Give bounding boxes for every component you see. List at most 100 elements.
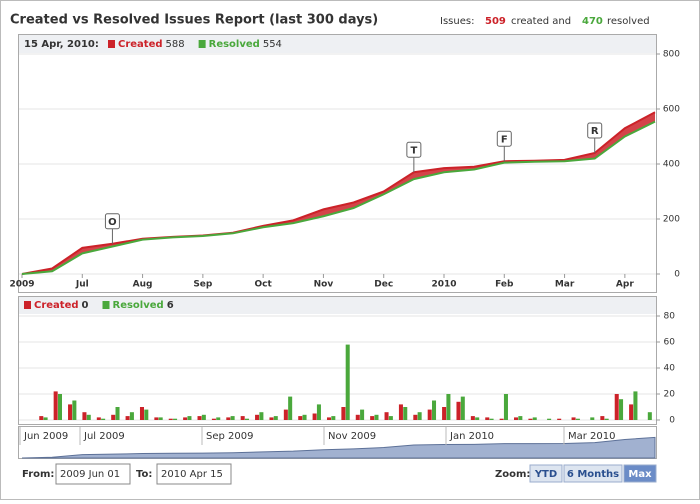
- x-tick-label: Dec: [374, 280, 393, 290]
- bar: [547, 418, 552, 420]
- bar: [604, 418, 609, 420]
- flag-label: T: [410, 145, 417, 156]
- bar: [557, 418, 562, 420]
- flag-box: [587, 122, 603, 139]
- y-tick-label: 200: [663, 215, 680, 225]
- navigator-label: Mar 2010: [568, 431, 616, 442]
- bar: [575, 418, 580, 420]
- bar: [360, 409, 365, 420]
- bar: [432, 400, 437, 420]
- bar: [475, 417, 480, 420]
- bar: [590, 417, 595, 420]
- bar: [125, 416, 130, 420]
- bar: [129, 412, 134, 420]
- bar: [456, 401, 461, 420]
- bar: [82, 412, 87, 420]
- y-tick-label: 80: [664, 312, 676, 322]
- flag-box: [496, 130, 512, 147]
- bar: [197, 416, 202, 420]
- top-legend-bar: [19, 35, 656, 53]
- legend-name: Created: [34, 300, 79, 311]
- bar: [68, 404, 73, 420]
- bar: [503, 394, 508, 420]
- y-tick-label: 0: [669, 416, 675, 426]
- summary-created-text: created and: [511, 16, 571, 27]
- bar: [532, 417, 537, 420]
- y-tick-label: 800: [663, 50, 680, 60]
- bar: [571, 417, 576, 420]
- legend-name: Resolved: [209, 39, 260, 50]
- bar: [111, 414, 116, 420]
- y-tick-label: 20: [664, 390, 676, 400]
- summary-label: Issues:: [440, 16, 474, 27]
- bar: [633, 391, 638, 420]
- bar: [370, 416, 375, 420]
- bar: [341, 407, 346, 420]
- bar: [255, 414, 260, 420]
- legend-value: 588: [166, 39, 185, 50]
- bar: [600, 416, 605, 420]
- flag-box: [104, 213, 120, 230]
- flag-box: [406, 141, 422, 158]
- legend-value: 6: [167, 300, 174, 311]
- summary-resolved: 470: [582, 16, 603, 27]
- bottom-panel: [18, 296, 657, 425]
- bar: [528, 418, 533, 420]
- flag-label: O: [108, 217, 117, 228]
- bar: [139, 407, 144, 420]
- flag-label: F: [501, 134, 508, 145]
- bar: [211, 418, 216, 420]
- bar: [187, 416, 192, 420]
- y-tick-label: 0: [674, 270, 680, 280]
- bar: [619, 399, 624, 420]
- bar: [86, 414, 91, 420]
- from-input[interactable]: [55, 463, 131, 485]
- summary-resolved-text: resolved: [607, 16, 650, 27]
- bar: [345, 344, 350, 420]
- bar: [168, 418, 173, 420]
- navigator-label: Jan 2010: [449, 431, 494, 442]
- navigator-label: Sep 2009: [206, 431, 253, 442]
- bar: [269, 417, 274, 420]
- bar: [374, 414, 379, 420]
- bar: [226, 417, 231, 420]
- to-value: 2010 Apr 15: [161, 469, 223, 480]
- x-tick-label: Mar: [555, 280, 575, 290]
- bar: [230, 416, 235, 420]
- zoom-button-label[interactable]: Max: [628, 469, 652, 480]
- to-input[interactable]: [156, 463, 232, 485]
- from-label: From:: [22, 469, 54, 480]
- navigator-area: [21, 436, 656, 459]
- title: Created vs Resolved Issues Report (last …: [10, 13, 378, 28]
- x-tick-label: Feb: [495, 280, 514, 290]
- x-tick-label: Aug: [133, 280, 153, 290]
- bar: [298, 416, 303, 420]
- summary-created: 509: [485, 16, 506, 27]
- bar: [115, 407, 120, 420]
- x-tick-label: Sep: [193, 280, 213, 290]
- legend-value: 554: [263, 39, 282, 50]
- bar: [614, 394, 619, 420]
- zoom-button-label[interactable]: 6 Months: [567, 469, 619, 480]
- bar: [144, 409, 149, 420]
- legend-swatch: [102, 301, 110, 309]
- bar: [244, 418, 250, 420]
- zoom-button[interactable]: [529, 464, 563, 483]
- x-tick-label: 2009: [9, 280, 34, 290]
- legend-name: Created: [118, 39, 163, 50]
- bar: [154, 417, 159, 420]
- bar: [173, 418, 178, 420]
- navigator-label: Jun 2009: [23, 431, 68, 442]
- zoom-button[interactable]: [563, 464, 623, 483]
- bar: [201, 414, 206, 420]
- legend-swatch: [108, 40, 115, 48]
- zoom-button[interactable]: [623, 464, 657, 483]
- bar: [514, 417, 519, 420]
- bar: [183, 417, 188, 420]
- x-tick-label: Apr: [616, 280, 634, 290]
- zoom-button-label[interactable]: YTD: [534, 469, 557, 480]
- from-value: 2009 Jun 01: [60, 469, 120, 480]
- navigator-label: Nov 2009: [328, 431, 376, 442]
- zoom-label: Zoom:: [495, 469, 530, 480]
